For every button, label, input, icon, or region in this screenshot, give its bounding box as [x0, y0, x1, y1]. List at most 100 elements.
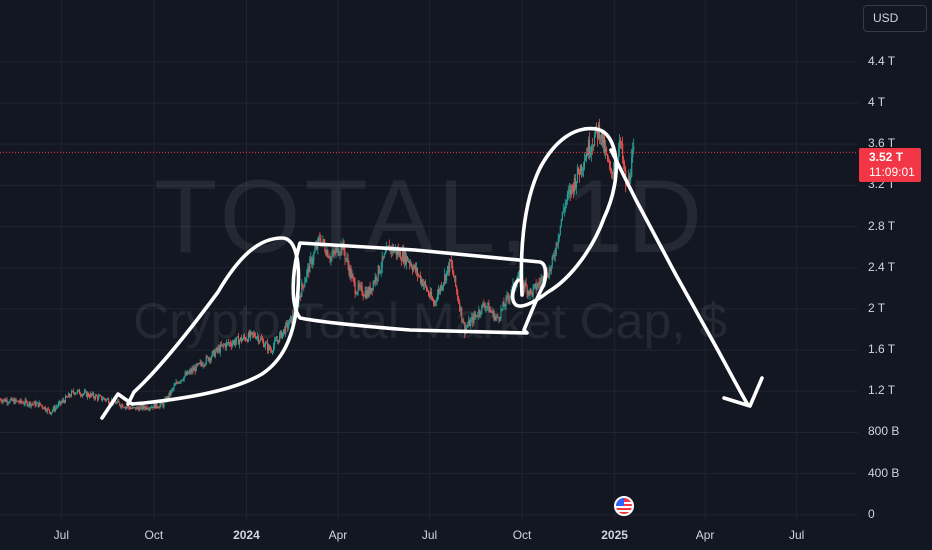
candle — [245, 337, 248, 341]
candle — [24, 397, 26, 407]
candle — [467, 321, 469, 328]
candle — [380, 261, 382, 278]
candle — [71, 390, 74, 393]
candle — [460, 305, 462, 316]
candle — [252, 330, 255, 339]
candle — [345, 257, 347, 263]
last-price-label: 3.52 T 11:09:01 — [859, 148, 921, 182]
candle — [355, 290, 357, 295]
price-tick-label: 2.8 T — [868, 218, 896, 233]
candle — [247, 330, 250, 343]
candle — [248, 329, 251, 339]
candle — [478, 305, 480, 320]
candle — [312, 254, 314, 269]
candle — [573, 174, 575, 196]
candle — [539, 277, 541, 289]
candle — [158, 406, 160, 409]
candle — [630, 168, 632, 184]
candle — [450, 259, 452, 262]
candle — [435, 300, 437, 306]
candle — [183, 376, 185, 383]
candle — [131, 407, 133, 410]
currency-button[interactable]: USD — [863, 5, 927, 32]
candle — [263, 338, 265, 348]
candle — [459, 299, 461, 312]
candle — [604, 131, 606, 156]
candle — [225, 339, 227, 351]
candle — [62, 397, 64, 404]
candle — [484, 302, 486, 311]
candle — [426, 287, 429, 292]
candle — [145, 405, 147, 411]
candle — [257, 332, 259, 342]
candle — [5, 398, 7, 403]
rising-channel-loop — [100, 236, 301, 420]
downtrend-arrow — [609, 148, 764, 408]
candle — [268, 343, 270, 354]
candle — [497, 313, 499, 318]
candle — [86, 390, 88, 398]
candle — [38, 400, 40, 408]
candle — [262, 335, 264, 344]
candle — [75, 392, 78, 394]
candle — [308, 263, 310, 278]
candle — [583, 152, 586, 171]
candle — [489, 306, 491, 313]
candle — [376, 278, 378, 286]
candle — [538, 277, 540, 289]
candle — [213, 348, 215, 358]
candle — [602, 130, 604, 149]
candle — [31, 401, 33, 406]
candle — [149, 407, 151, 412]
candle — [405, 252, 407, 270]
candle — [400, 256, 402, 267]
candle — [189, 367, 191, 376]
candle — [16, 400, 18, 402]
candle — [383, 252, 385, 259]
candle — [571, 183, 573, 194]
candle — [198, 362, 200, 364]
candle — [582, 161, 584, 178]
candle — [152, 406, 154, 411]
candle — [171, 387, 173, 393]
candle — [284, 326, 286, 335]
price-tick-label: 1.2 T — [868, 383, 896, 398]
candle — [105, 398, 107, 402]
candle — [184, 370, 186, 378]
candle — [443, 282, 445, 292]
candle — [363, 294, 365, 297]
candle — [449, 258, 451, 276]
candle — [220, 340, 222, 347]
candle — [199, 359, 201, 367]
candle — [475, 311, 477, 320]
candle — [346, 252, 348, 263]
candle — [612, 171, 614, 180]
us-flag-icon[interactable] — [614, 496, 634, 516]
candle — [409, 259, 411, 267]
candle — [168, 392, 170, 400]
candle — [29, 400, 31, 408]
candle — [370, 288, 372, 295]
candle — [527, 289, 529, 300]
candle — [36, 401, 38, 404]
candle — [609, 158, 611, 171]
candle — [479, 308, 481, 318]
candle — [410, 261, 412, 269]
price-tick-label: 3.6 T — [868, 136, 896, 151]
candle — [568, 183, 570, 199]
time-tick-label: Jul — [788, 528, 805, 542]
candle — [141, 404, 143, 411]
candle — [202, 361, 204, 369]
candle — [558, 234, 560, 243]
candle — [309, 256, 311, 273]
candle — [87, 391, 89, 400]
candle — [463, 317, 465, 324]
candle — [438, 285, 440, 300]
candle — [447, 265, 449, 276]
candle — [232, 339, 234, 346]
candle — [11, 397, 13, 402]
candle — [80, 393, 83, 397]
candle — [77, 389, 80, 392]
candle — [372, 280, 374, 292]
